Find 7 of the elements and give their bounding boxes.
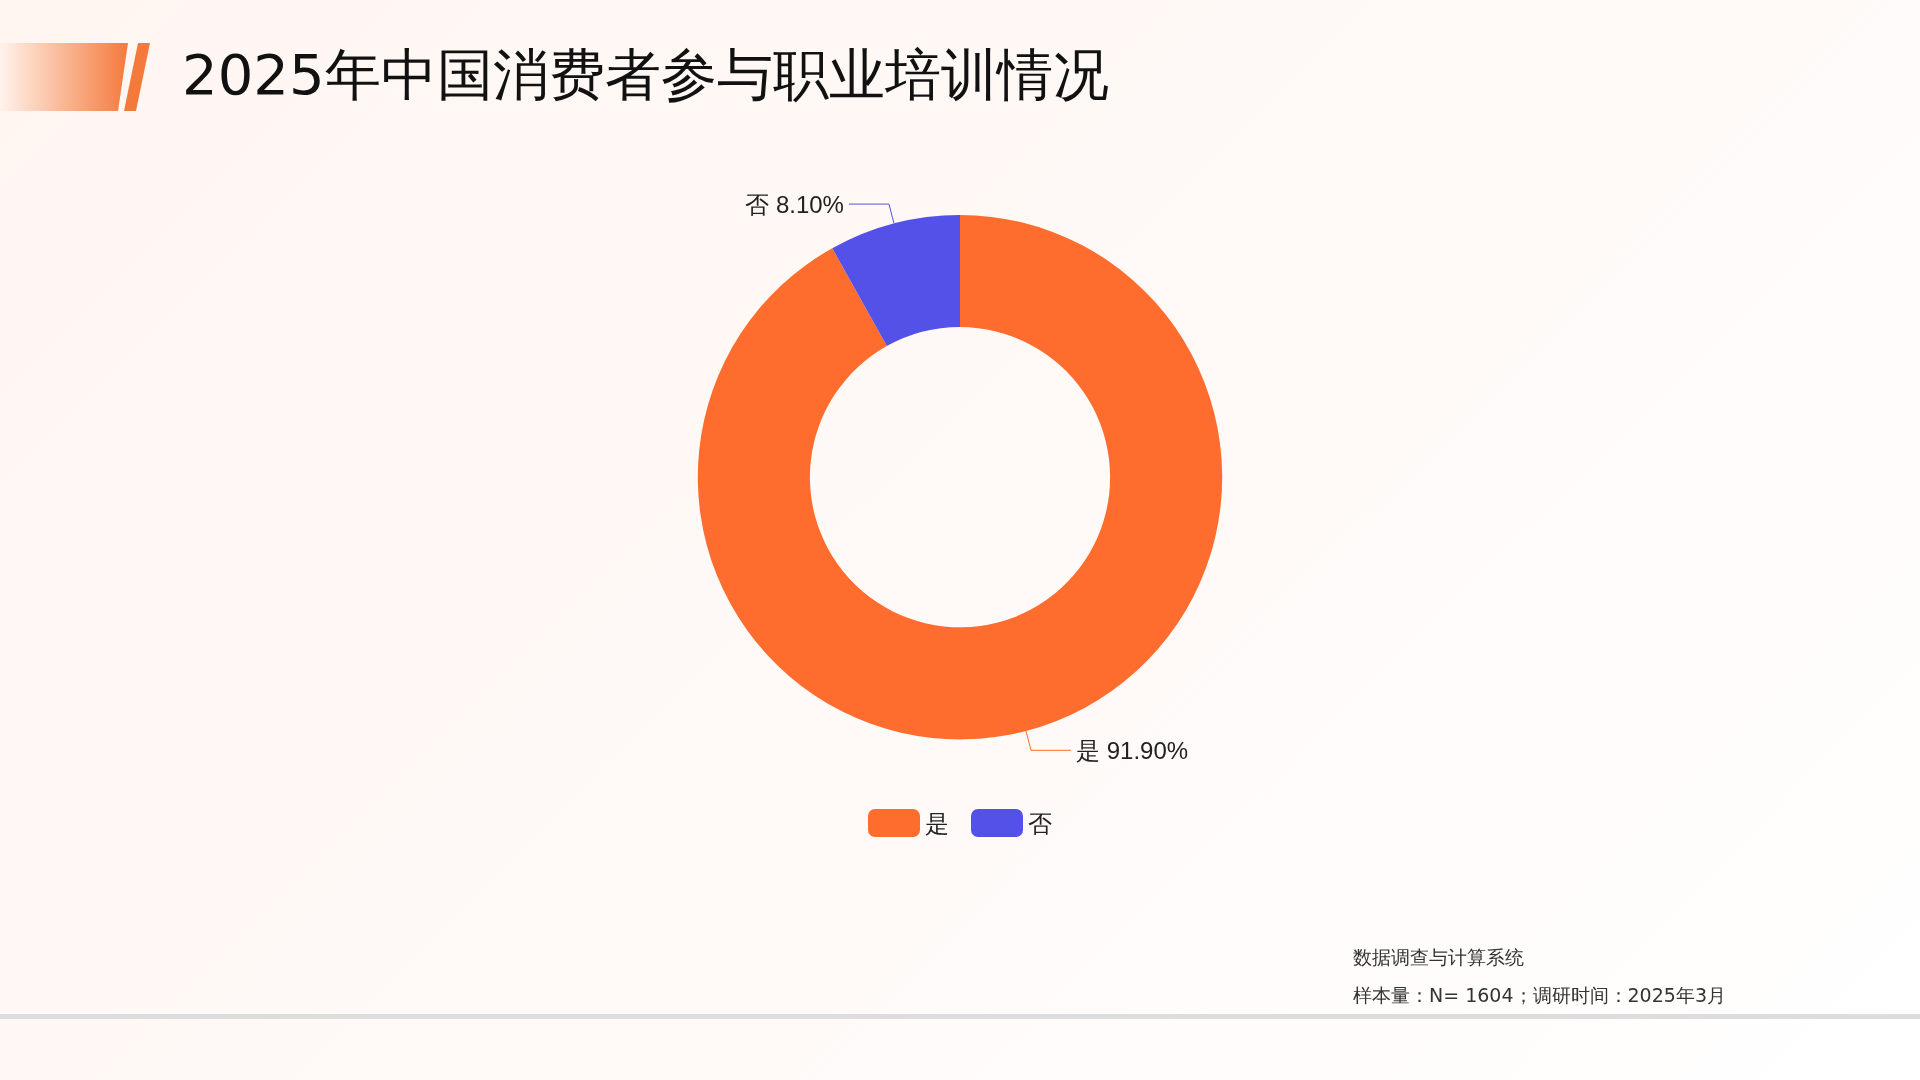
category-label: 是 91.90%: [1076, 736, 1189, 764]
category-label: 否 8.10%: [745, 190, 844, 218]
text: 样本量：N= 1604；调研时间：2025年3月: [1353, 983, 1726, 1008]
legend-label: 否: [1028, 809, 1052, 837]
legend-label: 是: [925, 809, 949, 837]
chart-title: 2025年中国消费者参与职业培训情况: [182, 41, 1109, 109]
text: 数据调查与计算系统: [1353, 945, 1524, 970]
